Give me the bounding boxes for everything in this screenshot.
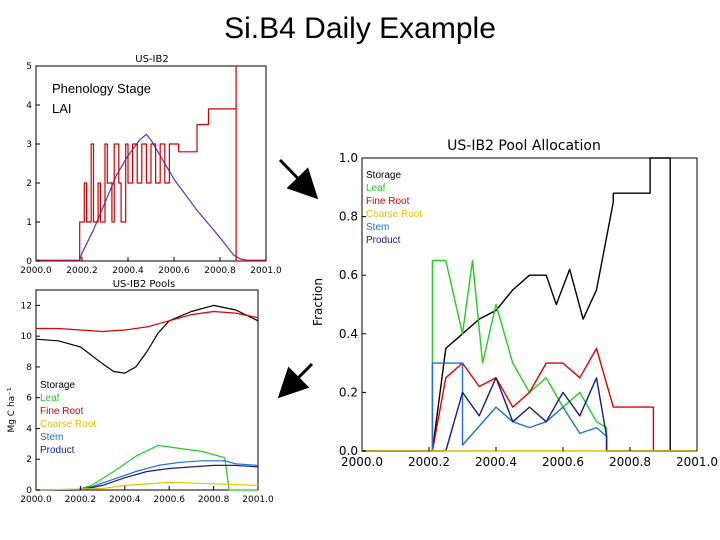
pools-x-tick-label: 2000.4 [109,495,141,505]
allocation-y-tick-label: 0.8 [339,210,358,224]
lai-plot-area [36,65,266,262]
lai-y-tick-label: 1 [26,218,32,228]
pools-series-product [36,464,259,491]
lai-y-tick-label: 2 [26,179,32,189]
pools-y-tick-label: 10 [21,332,33,342]
pools-y-tick-label: 12 [21,301,32,311]
pools-legend-fine-root: Fine Root [40,406,84,417]
lai-x-tick-label: 2000.6 [158,266,190,276]
pools-series-stem [36,460,259,491]
lai-y-tick-label: 3 [26,140,32,150]
allocation-legend: Storage Leaf Fine Root Coarse Root Stem … [366,170,422,246]
lai-x-tick-label: 2001.0 [250,266,282,276]
pools-panel: US-IB2 Pools 2000.0 2000.2 2000.4 2000.6 200… [7,279,274,505]
allocation-x-tick-label: 2000.6 [542,455,584,469]
pools-axes: 2000.0 2000.2 2000.4 2000.6 2000.8 2001.0 0 2 4 6… [20,301,274,505]
allocation-x-tick-label: 2000.2 [408,455,450,469]
pools-legend-leaf: Leaf [40,393,60,404]
pools-legend-storage: Storage [40,380,75,391]
allocation-legend-product: Product [366,235,401,246]
lai-series-phenology [36,65,266,262]
pools-y-tick-label: 8 [26,363,32,373]
pools-x-tick-label: 2001.0 [242,495,274,505]
allocation-y-tick-label: 0.4 [339,327,358,341]
pools-series-storage [35,304,259,374]
pools-series-leaf [36,444,258,491]
allocation-panel-title: US-IB2 Pool Allocation [447,138,601,154]
allocation-panel: US-IB2 Pool Allocation 2000.0 2000.2 2000.… [311,138,718,469]
pools-y-axis-label: Mg C ha⁻¹ [7,387,17,432]
pools-legend-coarse-root: Coarse Root [40,419,96,430]
allocation-y-tick-label: 0.6 [339,268,358,282]
pools-y-tick-label: 2 [26,455,32,465]
allocation-legend-stem: Stem [366,222,389,233]
allocation-x-tick-label: 2000.8 [609,455,651,469]
pools-x-tick-label: 2000.6 [153,495,185,505]
pools-y-tick-label: 4 [26,424,32,434]
lai-y-tick-label: 0 [26,257,32,267]
lai-y-tick-label: 4 [26,101,32,111]
allocation-legend-storage: Storage [366,170,401,181]
allocation-plot-frame [361,157,698,452]
pools-y-tick-label: 6 [26,394,32,404]
lai-x-tick-label: 2000.0 [20,266,52,276]
allocation-x-tick-label: 2001.0 [676,455,718,469]
allocation-series-leaf [362,259,697,452]
allocation-legend-coarse-root: Coarse Root [366,209,422,220]
lai-panel: US-IB2 2000.0 2000.2 2000.4 2000.6 2000.8 200… [20,54,282,276]
lai-axes: 2000.0 2000.2 2000.4 2000.6 2000.8 2001.0 0 1 2 3… [20,62,282,276]
allocation-series-storage [362,157,697,452]
allocation-y-tick-label: 0.2 [339,385,358,399]
allocation-series-stem [362,362,697,452]
allocation-y-axis-label: Fraction [311,278,325,326]
allocation-x-tick-label: 2000.4 [475,455,517,469]
allocation-legend-fine-root: Fine Root [366,196,410,207]
lai-legend-lai: LAI [52,101,72,116]
arrow-to-pools [277,362,314,399]
pools-series-coarse-root [35,481,259,491]
lai-x-tick-label: 2000.2 [66,266,98,276]
allocation-x-tick-label: 2000.0 [341,455,383,469]
allocation-y-tick-label: 1.0 [339,151,358,165]
pools-series-fine-root [36,310,259,333]
pools-panel-title: US-IB2 Pools [113,279,176,290]
pools-x-tick-label: 2000.8 [198,495,230,505]
slide-title: Si.B4 Daily Example [224,12,496,45]
lai-y-tick-label: 5 [26,62,32,72]
pools-x-tick-label: 2000.0 [20,495,52,505]
allocation-series-product [362,377,697,452]
allocation-series-fine-root [362,347,697,452]
allocation-axes: 2000.0 2000.2 2000.4 2000.6 2000.8 2001.0 0.0 0… [339,151,718,469]
pools-x-tick-label: 2000.2 [65,495,97,505]
lai-x-tick-label: 2000.8 [204,266,236,276]
allocation-legend-leaf: Leaf [366,183,386,194]
pools-legend-product: Product [40,445,75,456]
pools-y-tick-label: 0 [26,486,32,496]
pools-legend-stem: Stem [40,432,63,443]
allocation-y-tick-label: 0.0 [339,444,358,458]
pools-legend: Storage Leaf Fine Root Coarse Root Stem … [40,380,96,456]
pools-plot-area [35,304,259,491]
lai-legend-phenology: Phenology Stage [52,81,151,96]
allocation-plot-area [362,157,697,452]
lai-panel-title: US-IB2 [135,54,168,65]
lai-x-tick-label: 2000.4 [112,266,144,276]
lai-series-lai [36,133,266,261]
arrow-to-allocation [278,158,319,200]
